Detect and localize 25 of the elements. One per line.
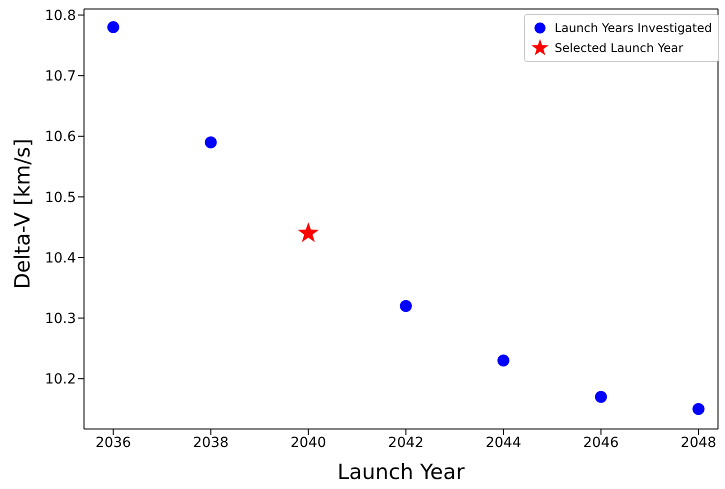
y-tick-label: 10.3: [44, 311, 76, 328]
x-tick-label: 2036: [95, 434, 132, 451]
point: [594, 390, 607, 403]
y-tick-label: 10.5: [44, 190, 76, 206]
x-axis-title: Launch Year: [337, 460, 465, 484]
legend-label: Selected Launch Year: [554, 41, 684, 55]
y-tick-label: 10.8: [44, 8, 76, 24]
x-tick-label: 2040: [290, 434, 326, 451]
y-tick-label: 10.7: [44, 68, 76, 85]
x-tick-label: 2048: [680, 434, 716, 451]
y-axis-title: Delta-V [km/s]: [10, 138, 34, 289]
point: [692, 403, 704, 415]
x-tick-label: 2038: [192, 434, 229, 451]
x-tick-label: 2042: [388, 434, 424, 451]
x-tick-label: 2044: [486, 434, 522, 451]
y-tick-label: 10.2: [44, 372, 76, 388]
y-tick-label: 10.4: [44, 250, 76, 266]
point: [497, 354, 510, 367]
point: [204, 136, 217, 148]
point: [298, 222, 319, 242]
legend-label: Launch Years Investigated: [554, 21, 712, 35]
point: [400, 300, 412, 312]
y-tick-label: 10.6: [44, 129, 76, 146]
x-tick-label: 2046: [583, 434, 619, 451]
point: [107, 21, 120, 34]
